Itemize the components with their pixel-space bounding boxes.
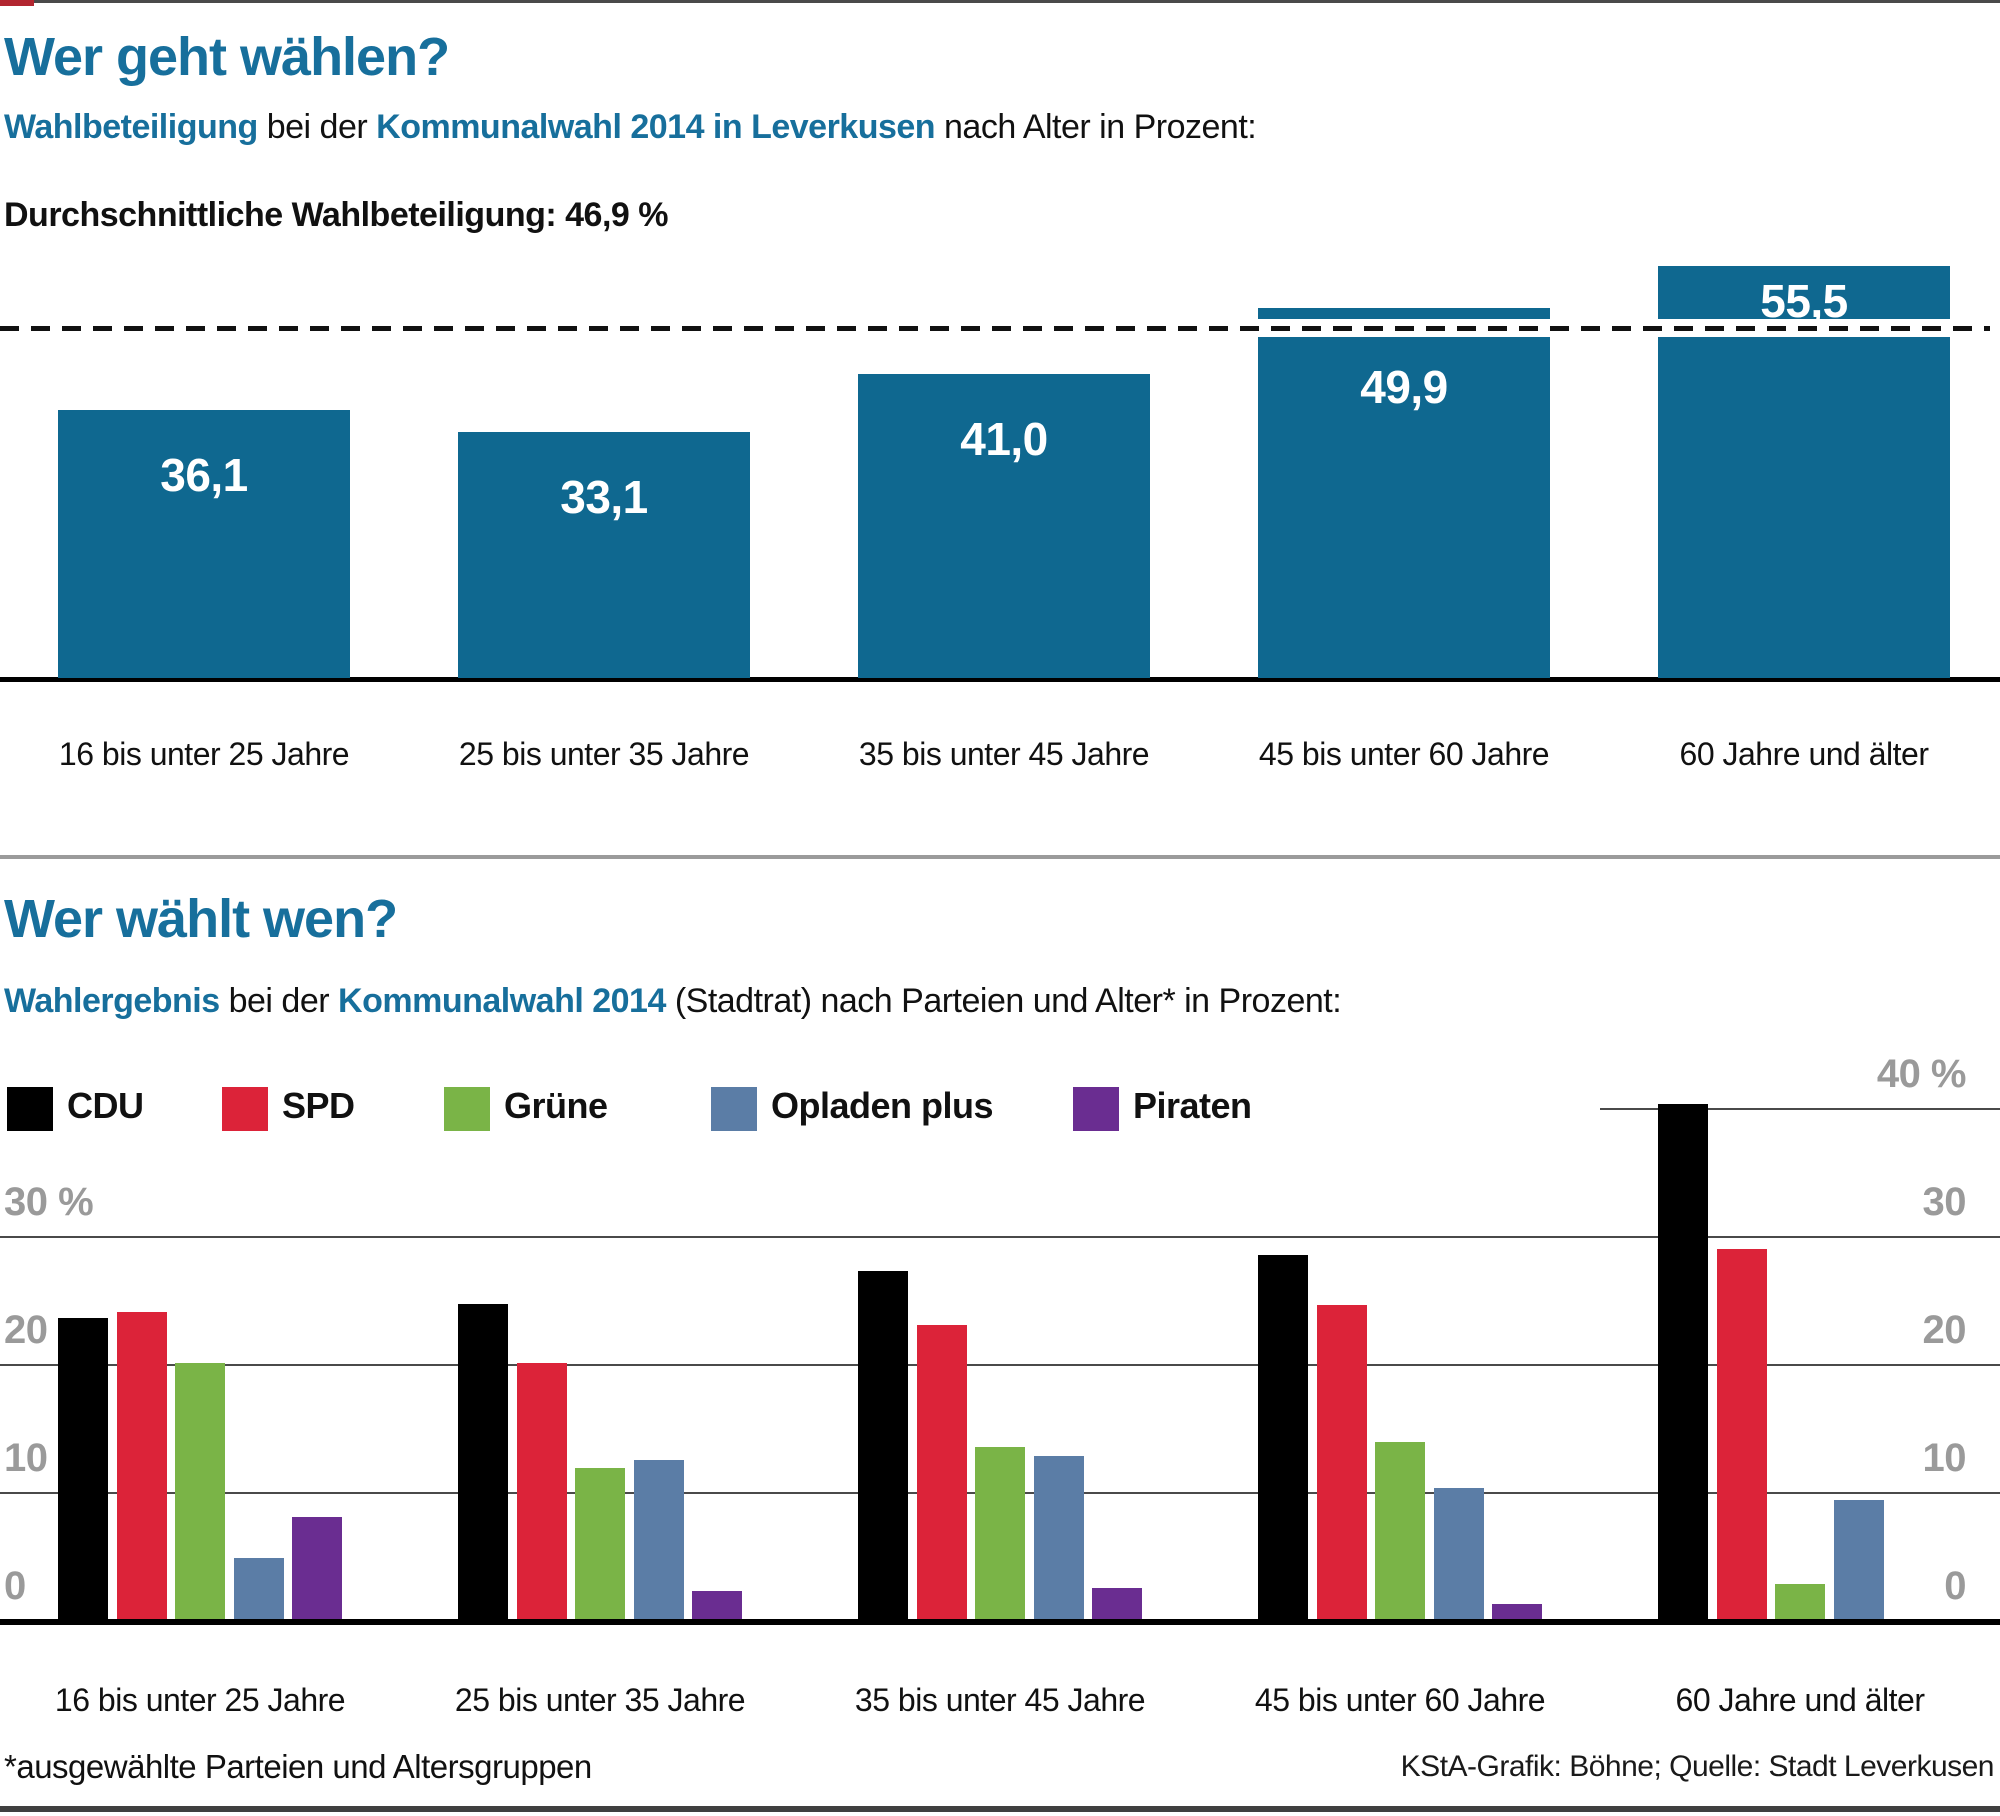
ytick-left-1: 20 — [4, 1308, 48, 1352]
chart1-baseline-axis — [0, 677, 2000, 682]
legend-swatch-opladen-plus — [711, 1087, 757, 1131]
result-bar-cdu-group3 — [1258, 1255, 1308, 1619]
result-bar-cdu-group0 — [58, 1318, 108, 1619]
result-bar-spd-group4 — [1717, 1249, 1767, 1619]
turnout-value-label-0: 36,1 — [160, 449, 248, 501]
legend-label-piraten: Piraten — [1133, 1085, 1252, 1126]
chart2-category-4: 60 Jahre und älter — [1675, 1682, 1925, 1718]
section2-title: Wer wählt wen? — [4, 889, 398, 949]
result-bar-piraten-group0 — [292, 1517, 342, 1619]
result-bar-spd-group0 — [117, 1312, 167, 1619]
legend-label-grüne: Grüne — [504, 1085, 608, 1126]
top-rule — [0, 0, 2000, 3]
ytick-right-3: 10 — [1922, 1436, 1967, 1480]
subtitle2-highlight-1: Wahlergebnis — [4, 982, 220, 1020]
ytick-left-2: 10 — [4, 1436, 48, 1480]
turnout-bar-1 — [458, 432, 750, 678]
result-bar-piraten-group1 — [692, 1591, 742, 1619]
legend-label-cdu: CDU — [67, 1085, 144, 1126]
subtitle2-plain-2: (Stadtrat) nach Parteien und Alter* in P… — [665, 982, 1342, 1020]
result-bar-opladen-plus-group4 — [1834, 1500, 1884, 1619]
source-credit: KStA-Grafik: Böhne; Quelle: Stadt Leverk… — [1400, 1750, 1995, 1783]
subtitle1-plain-2: nach Alter in Prozent: — [935, 108, 1257, 146]
turnout-bar-3 — [1258, 308, 1550, 678]
bottom-rule — [0, 1806, 2000, 1812]
subtitle2-highlight-2: Kommunalwahl 2014 — [338, 982, 666, 1020]
ytick-right-2: 20 — [1922, 1308, 1967, 1352]
ytick-right-1: 30 — [1922, 1180, 1967, 1224]
result-bar-opladen-plus-group2 — [1034, 1456, 1084, 1619]
turnout-bar-2 — [858, 374, 1150, 678]
result-bar-grüne-group1 — [575, 1468, 625, 1619]
legend-swatch-cdu — [7, 1087, 53, 1131]
legend-label-spd: SPD — [282, 1085, 355, 1126]
subtitle1-plain-1: bei der — [257, 108, 377, 146]
legend-swatch-spd — [222, 1087, 268, 1131]
ytick-right-4: 0 — [1944, 1564, 1966, 1608]
ytick-left-3: 0 — [4, 1564, 26, 1608]
legend-label-opladen-plus: Opladen plus — [771, 1085, 994, 1126]
chart1-category-3: 45 bis unter 60 Jahre — [1258, 736, 1550, 772]
average-turnout-label: Durchschnittliche Wahlbeteiligung: 46,9 … — [4, 196, 669, 234]
footnote: *ausgewählte Parteien und Altersgruppen — [4, 1748, 592, 1785]
result-bar-cdu-group4 — [1658, 1104, 1708, 1619]
result-bar-cdu-group2 — [858, 1271, 908, 1619]
result-bar-opladen-plus-group1 — [634, 1460, 684, 1619]
section1-title: Wer geht wählen? — [4, 27, 450, 87]
turnout-value-label-1: 33,1 — [560, 471, 648, 523]
turnout-bar-0 — [58, 410, 350, 678]
subtitle1-highlight-2: Kommunalwahl 2014 in Leverkusen — [376, 108, 936, 146]
result-bar-opladen-plus-group0 — [234, 1558, 284, 1619]
chart2-category-2: 35 bis unter 45 Jahre — [854, 1682, 1146, 1718]
turnout-value-label-2: 41,0 — [960, 413, 1048, 465]
legend-swatch-piraten — [1073, 1087, 1119, 1131]
ytick-right-0: 40 % — [1876, 1052, 1967, 1096]
result-bar-opladen-plus-group3 — [1434, 1488, 1484, 1619]
result-bar-spd-group3 — [1317, 1305, 1367, 1619]
chart1-category-1: 25 bis unter 35 Jahre — [458, 736, 750, 772]
result-bar-spd-group1 — [517, 1363, 567, 1619]
result-bar-grüne-group0 — [175, 1363, 225, 1619]
subtitle1-highlight-1: Wahlbeteiligung — [4, 108, 258, 146]
gridline-40 — [1600, 1108, 2000, 1110]
chart2-category-1: 25 bis unter 35 Jahre — [454, 1682, 746, 1718]
average-dashed-line — [0, 326, 1990, 331]
gridline-30 — [0, 1236, 2000, 1238]
chart2-baseline-axis — [0, 1619, 2000, 1625]
chart1-category-4: 60 Jahre und älter — [1679, 736, 1929, 772]
ytick-left-0: 30 % — [4, 1180, 94, 1224]
gridline-20 — [0, 1364, 2000, 1366]
legend-swatch-grüne — [444, 1087, 490, 1131]
chart1-category-0: 16 bis unter 25 Jahre — [58, 736, 350, 772]
turnout-value-label-3: 49,9 — [1360, 361, 1448, 413]
result-bar-spd-group2 — [917, 1325, 967, 1619]
section-divider — [0, 855, 2000, 859]
result-bar-grüne-group4 — [1775, 1584, 1825, 1619]
result-bar-piraten-group2 — [1092, 1588, 1142, 1619]
section2-subtitle: Wahlergebnis bei der Kommunalwahl 2014 (… — [4, 982, 1342, 1021]
section1-subtitle: Wahlbeteiligung bei der Kommunalwahl 201… — [4, 108, 1257, 147]
subtitle2-plain-1: bei der — [219, 982, 339, 1020]
result-bar-piraten-group3 — [1492, 1604, 1542, 1619]
result-bar-cdu-group1 — [458, 1304, 508, 1619]
result-bar-grüne-group3 — [1375, 1442, 1425, 1619]
result-bar-grüne-group2 — [975, 1447, 1025, 1619]
top-rule-red-accent — [0, 0, 34, 6]
turnout-value-label-4: 55,5 — [1760, 275, 1848, 327]
chart1-category-2: 35 bis unter 45 Jahre — [858, 736, 1150, 772]
chart2-category-0: 16 bis unter 25 Jahre — [54, 1682, 346, 1718]
chart2-category-3: 45 bis unter 60 Jahre — [1254, 1682, 1546, 1718]
